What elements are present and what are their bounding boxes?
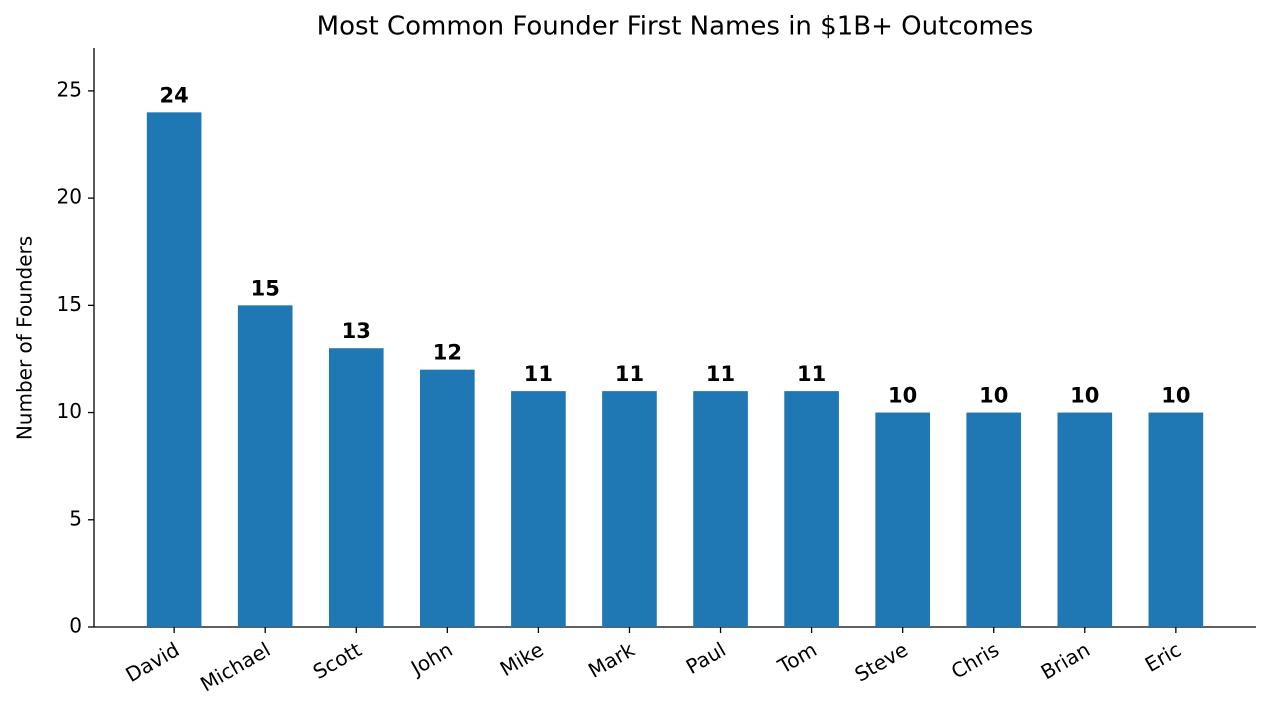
- chart-title: Most Common Founder First Names in $1B+ …: [317, 12, 1034, 42]
- bar: [602, 391, 657, 627]
- bar: [693, 391, 748, 627]
- x-tick-label: John: [405, 637, 456, 681]
- y-tick-label: 15: [57, 292, 82, 316]
- y-axis-label: Number of Founders: [13, 236, 37, 440]
- bar: [420, 369, 475, 627]
- bar: [784, 391, 839, 627]
- y-tick-label: 0: [69, 614, 82, 638]
- bar: [1057, 412, 1113, 627]
- x-tick-label: Michael: [196, 637, 274, 696]
- bar: [511, 391, 566, 627]
- x-tick-label: Mark: [584, 637, 639, 683]
- bar: [966, 412, 1022, 627]
- x-tick-label: Mike: [496, 637, 548, 681]
- x-tick-label: Scott: [309, 637, 366, 684]
- value-label: 11: [524, 362, 553, 386]
- bar: [875, 412, 930, 627]
- y-tick-label: 10: [57, 399, 82, 423]
- value-label: 10: [888, 384, 917, 408]
- value-label: 24: [160, 83, 189, 107]
- x-tick-label: Paul: [682, 637, 730, 679]
- bar: [1148, 412, 1204, 627]
- y-tick-label: 25: [57, 77, 82, 101]
- value-label: 13: [342, 319, 371, 343]
- value-label: 12: [433, 341, 462, 365]
- y-tick-label: 20: [57, 185, 82, 209]
- value-label: 11: [615, 362, 644, 386]
- bar: [328, 348, 384, 627]
- value-label: 10: [1070, 384, 1099, 408]
- x-tick-label: Eric: [1141, 637, 1185, 676]
- value-label: 10: [1161, 384, 1190, 408]
- value-label: 11: [706, 362, 735, 386]
- x-tick-label: Steve: [851, 637, 912, 686]
- bar: [237, 305, 293, 627]
- value-label: 10: [979, 384, 1008, 408]
- bar: [146, 112, 202, 628]
- x-tick-label: Tom: [773, 637, 821, 679]
- x-tick-label: David: [121, 637, 183, 687]
- y-tick-label: 5: [69, 506, 82, 530]
- value-label: 11: [797, 362, 826, 386]
- value-label: 15: [251, 276, 280, 300]
- x-tick-label: Brian: [1037, 637, 1094, 684]
- x-tick-label: Chris: [947, 637, 1003, 683]
